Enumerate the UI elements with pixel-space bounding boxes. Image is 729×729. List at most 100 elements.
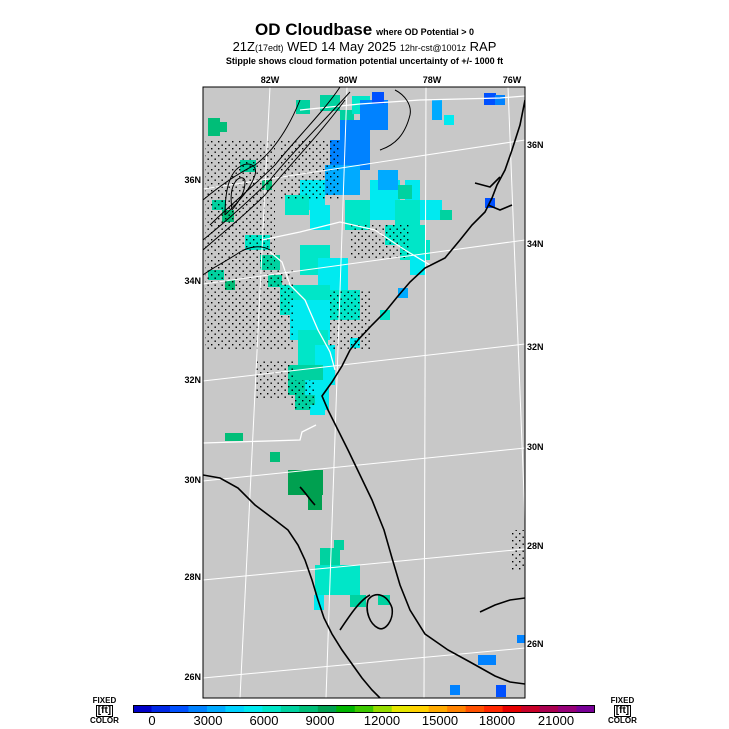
stipple-area bbox=[330, 290, 370, 350]
contours bbox=[203, 87, 411, 276]
left-color-label: COLOR bbox=[90, 716, 119, 725]
cloudbase-cell bbox=[334, 540, 344, 550]
cloudbase-cell bbox=[484, 93, 496, 105]
colorbar-right-label: FIXED [ft] COLOR bbox=[608, 697, 637, 725]
colorbar-swatch bbox=[373, 705, 393, 713]
lat-lon-grid bbox=[203, 87, 525, 698]
lat-label-right: 36N bbox=[527, 140, 544, 150]
colorbar-swatch bbox=[447, 705, 467, 713]
cloudbase-cell bbox=[270, 452, 280, 462]
cloudbase-cell bbox=[444, 115, 454, 125]
colorbar-swatch bbox=[206, 705, 226, 713]
stipple-area bbox=[350, 225, 410, 260]
map-subtitle: Stipple shows cloud formation potential … bbox=[225, 56, 504, 66]
left-unit-label: [ft] bbox=[95, 705, 114, 717]
map-title-line: OD Cloudbase where OD Potential > 0 bbox=[0, 20, 729, 40]
lat-label-left: 26N bbox=[184, 672, 201, 682]
colorbar-swatch bbox=[484, 705, 504, 713]
cloudbase-cell bbox=[378, 595, 390, 605]
colorbar-swatch bbox=[299, 705, 319, 713]
cloudbase-cell bbox=[517, 635, 525, 643]
colorbar-swatch bbox=[521, 705, 541, 713]
cloudbase-cell bbox=[398, 288, 408, 298]
cloudbase-cell bbox=[310, 205, 330, 230]
run-model: RAP bbox=[469, 39, 497, 54]
colorbar-swatch bbox=[336, 705, 356, 713]
map-frame bbox=[202, 86, 526, 699]
colorbar-tick-label: 6000 bbox=[249, 713, 279, 728]
cloudbase-cell bbox=[296, 100, 310, 114]
right-unit-label: [ft] bbox=[613, 705, 632, 717]
colorbar-swatch bbox=[576, 705, 595, 713]
colorbar-swatch bbox=[169, 705, 189, 713]
colorbar-tick-label: 15000 bbox=[421, 713, 459, 728]
cloudbase-cell bbox=[308, 490, 322, 510]
cloudbase-cell bbox=[440, 210, 452, 220]
colorbar-swatch bbox=[262, 705, 282, 713]
run-date: WED 14 May 2025 bbox=[287, 39, 397, 54]
lon-label: 80W bbox=[339, 75, 358, 85]
colorbar-tick-label: 12000 bbox=[363, 713, 401, 728]
lat-label-right: 28N bbox=[527, 541, 544, 551]
colorbar-swatch bbox=[133, 705, 152, 713]
cloudbase-cell bbox=[450, 685, 460, 695]
lon-label: 78W bbox=[423, 75, 442, 85]
stipple-area bbox=[230, 300, 280, 330]
run-info: 21Z(17edt) WED 14 May 2025 12hr-cst@1001… bbox=[0, 39, 729, 54]
colorbar-swatch bbox=[354, 705, 374, 713]
colorbar-swatch bbox=[391, 705, 411, 713]
left-fixed-label: FIXED bbox=[92, 696, 117, 705]
colorbar-swatch bbox=[280, 705, 300, 713]
lon-label: 76W bbox=[503, 75, 522, 85]
map-title: OD Cloudbase bbox=[255, 20, 373, 39]
colorbar-swatch bbox=[465, 705, 485, 713]
right-color-label: COLOR bbox=[608, 716, 637, 725]
colorbar-swatch bbox=[539, 705, 559, 713]
colorbar-tick-label: 0 bbox=[148, 713, 156, 728]
cloudbase-cell bbox=[378, 170, 398, 190]
colorbar-swatch bbox=[188, 705, 208, 713]
colorbar-swatch bbox=[151, 705, 171, 713]
coastline bbox=[203, 99, 525, 698]
colorbar-left-label: FIXED [ft] COLOR bbox=[90, 697, 119, 725]
cloudbase-cell bbox=[496, 685, 506, 697]
colorbar-tick-label: 3000 bbox=[193, 713, 223, 728]
lat-label-left: 36N bbox=[184, 175, 201, 185]
colorbar-tick-label: 21000 bbox=[537, 713, 575, 728]
cloudbase-cell bbox=[380, 310, 390, 320]
cloudbase-cell bbox=[478, 655, 496, 665]
colorbar-swatch bbox=[558, 705, 578, 713]
lat-label-right: 34N bbox=[527, 239, 544, 249]
right-fixed-label: FIXED bbox=[610, 696, 635, 705]
cloudbase-cell bbox=[208, 118, 220, 136]
cloudbase-cell bbox=[495, 95, 505, 105]
lat-label-left: 28N bbox=[184, 572, 201, 582]
lat-label-left: 32N bbox=[184, 375, 201, 385]
run-init: 12hr-cst@1001z bbox=[399, 43, 467, 53]
lat-label-left: 30N bbox=[184, 475, 201, 485]
run-local-time: (17edt) bbox=[254, 43, 284, 53]
colorbar-swatch bbox=[225, 705, 245, 713]
cloudbase-cell bbox=[340, 568, 360, 583]
colorbar-tick-label: 18000 bbox=[478, 713, 516, 728]
lon-label: 82W bbox=[261, 75, 280, 85]
stipple-area bbox=[205, 140, 275, 270]
cloudbase-cell bbox=[372, 92, 384, 104]
cloudbase-cell bbox=[218, 122, 227, 132]
cloudbase-cell bbox=[432, 100, 442, 120]
cloudbase-cell bbox=[350, 595, 366, 607]
colorbar-swatch bbox=[428, 705, 448, 713]
axis-labels: 82W 80W 78W 76W 36N 34N 32N 30N 28N 26N 36N 34N 32N 3… bbox=[184, 75, 543, 682]
lat-label-right: 30N bbox=[527, 442, 544, 452]
stipple-area bbox=[255, 360, 295, 400]
run-prefix: 21Z bbox=[232, 39, 255, 54]
title-note: where OD Potential > 0 bbox=[376, 27, 474, 37]
lat-label-right: 32N bbox=[527, 342, 544, 352]
colorbar-swatch bbox=[317, 705, 337, 713]
lat-label-right: 26N bbox=[527, 639, 544, 649]
colorbar-tick-label: 9000 bbox=[305, 713, 335, 728]
colorbar-swatch bbox=[243, 705, 263, 713]
cloudbase-cell bbox=[225, 433, 243, 441]
cloudbase-cell bbox=[420, 200, 442, 220]
